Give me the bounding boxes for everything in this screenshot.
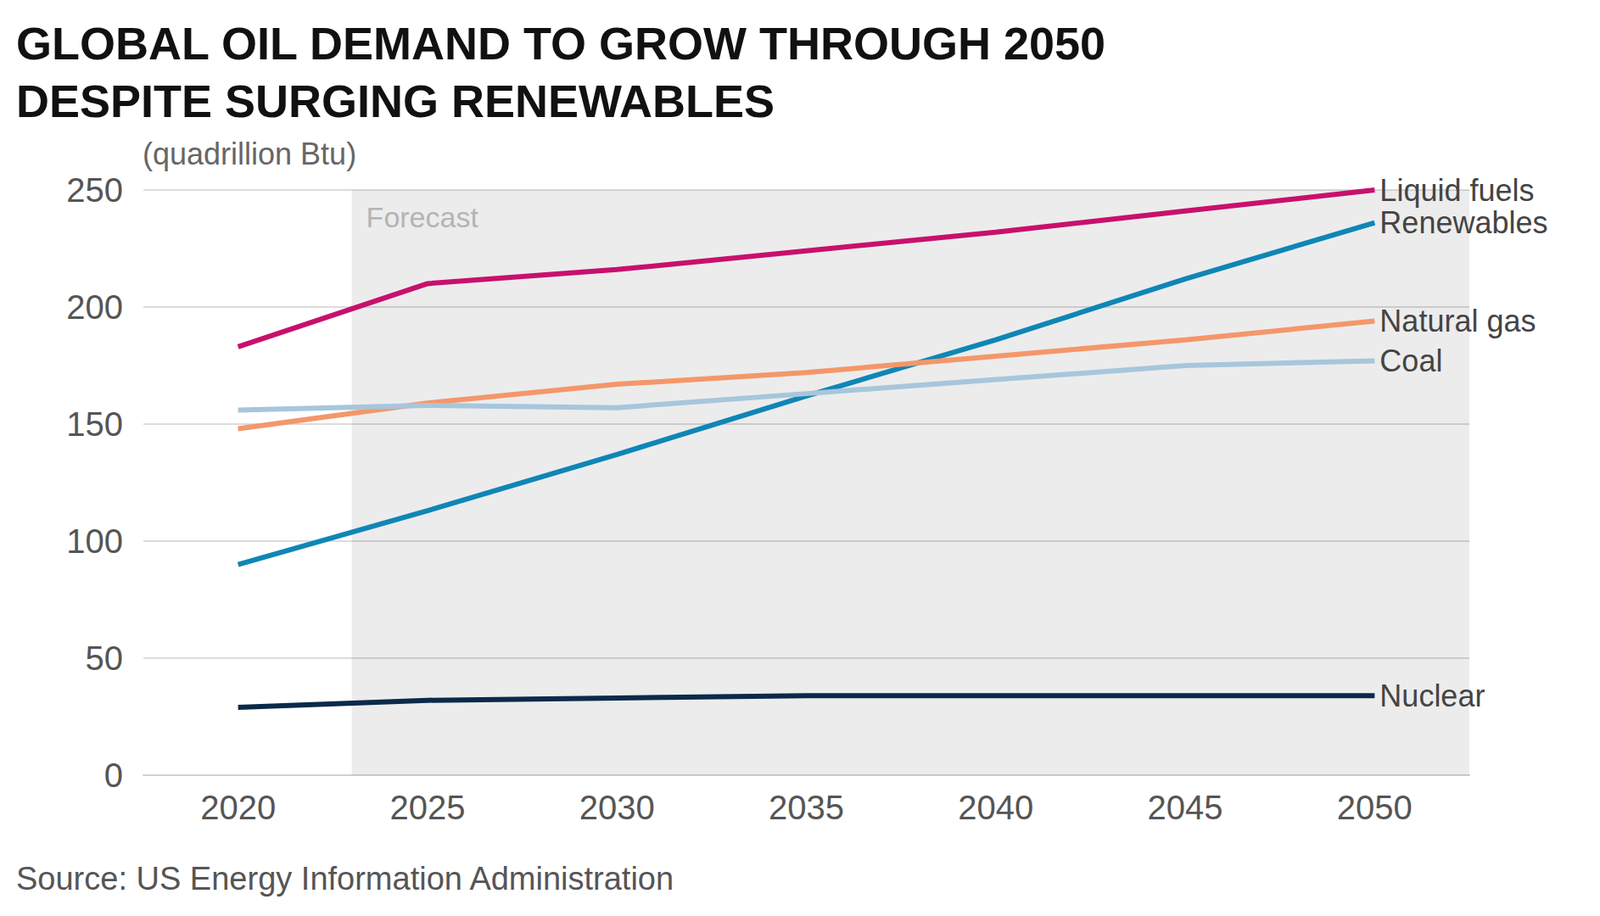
svg-text:0: 0 (104, 756, 124, 795)
svg-text:2040: 2040 (957, 788, 1034, 827)
svg-text:2025: 2025 (389, 788, 465, 827)
svg-text:Source: US Energy Information: Source: US Energy Information Administra… (16, 861, 674, 897)
svg-text:2050: 2050 (1337, 788, 1413, 827)
svg-text:(quadrillion Btu): (quadrillion Btu) (142, 136, 357, 172)
svg-text:250: 250 (66, 171, 124, 209)
svg-text:100: 100 (66, 522, 124, 560)
svg-text:2035: 2035 (768, 788, 845, 827)
svg-text:Coal: Coal (1379, 343, 1443, 379)
svg-text:150: 150 (66, 405, 124, 443)
svg-text:Natural gas: Natural gas (1379, 303, 1536, 339)
svg-text:2020: 2020 (200, 788, 276, 827)
svg-text:Renewables: Renewables (1379, 205, 1548, 241)
svg-text:2030: 2030 (579, 788, 655, 827)
svg-text:Nuclear: Nuclear (1379, 678, 1485, 714)
svg-text:50: 50 (85, 639, 124, 677)
svg-text:DESPITE SURGING RENEWABLES: DESPITE SURGING RENEWABLES (16, 75, 775, 127)
svg-text:2045: 2045 (1147, 788, 1224, 827)
svg-text:200: 200 (66, 288, 124, 326)
svg-text:GLOBAL OIL DEMAND TO GROW THRO: GLOBAL OIL DEMAND TO GROW THROUGH 2050 (16, 17, 1106, 69)
svg-text:Liquid fuels: Liquid fuels (1379, 173, 1534, 208)
svg-text:Forecast: Forecast (366, 201, 480, 234)
